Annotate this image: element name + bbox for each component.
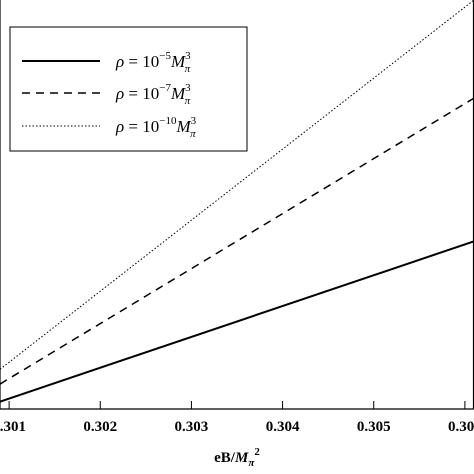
legend: ρ = 10−5M3 π ρ = 10−7M3 π ρ = 10−10M3 π bbox=[9, 26, 248, 152]
legend-mass-sup: 3 bbox=[191, 115, 197, 127]
legend-exp: −7 bbox=[159, 82, 171, 94]
x-axis: 0.301 0.302 0.303 0.304 0.305 0.306 bbox=[0, 401, 474, 435]
x-axis-title-var: M bbox=[234, 450, 249, 466]
legend-eq: = 10 bbox=[124, 84, 159, 103]
x-tick-label: 0.302 bbox=[83, 419, 117, 435]
x-axis-title-sub: π bbox=[248, 457, 255, 469]
x-tick-label: 0.306 bbox=[448, 419, 474, 435]
legend-rho: ρ bbox=[115, 117, 124, 136]
x-tick-label: 0.301 bbox=[0, 419, 26, 435]
legend-mass-sup: 3 bbox=[185, 82, 191, 94]
legend-label-rho-1e-10: ρ = 10−10M3 π bbox=[115, 115, 197, 140]
series-line-rho-1e-10 bbox=[0, 0, 474, 370]
legend-box bbox=[9, 26, 248, 152]
legend-label-rho-1e-5: ρ = 10−5M3 π bbox=[115, 50, 191, 75]
legend-mass: M bbox=[170, 84, 186, 103]
legend-mass-sup: 3 bbox=[185, 50, 191, 62]
legend-mass-sub: π bbox=[185, 95, 191, 107]
x-axis-title-prefix: eB/ bbox=[214, 450, 236, 466]
legend-mass: M bbox=[170, 52, 186, 71]
x-tick-label: 0.304 bbox=[266, 419, 300, 435]
x-axis-title: eB/Mπ2 bbox=[214, 446, 260, 469]
legend-mass: M bbox=[175, 117, 191, 136]
legend-exp: −10 bbox=[159, 115, 177, 127]
series-line-rho-1e-5 bbox=[0, 240, 474, 403]
legend-mass-sub: π bbox=[190, 128, 196, 140]
legend-rho: ρ bbox=[115, 84, 124, 103]
legend-eq: = 10 bbox=[124, 117, 159, 136]
x-tick-label: 0.305 bbox=[357, 419, 391, 435]
x-axis-title-sup: 2 bbox=[254, 446, 260, 458]
series-layer bbox=[0, 0, 474, 403]
legend-label-rho-1e-7: ρ = 10−7M3 π bbox=[115, 82, 191, 107]
legend-mass-sub: π bbox=[185, 63, 191, 75]
legend-exp: −5 bbox=[159, 50, 171, 62]
legend-rho: ρ bbox=[115, 52, 124, 71]
x-tick-label: 0.303 bbox=[175, 419, 209, 435]
legend-eq: = 10 bbox=[124, 52, 159, 71]
